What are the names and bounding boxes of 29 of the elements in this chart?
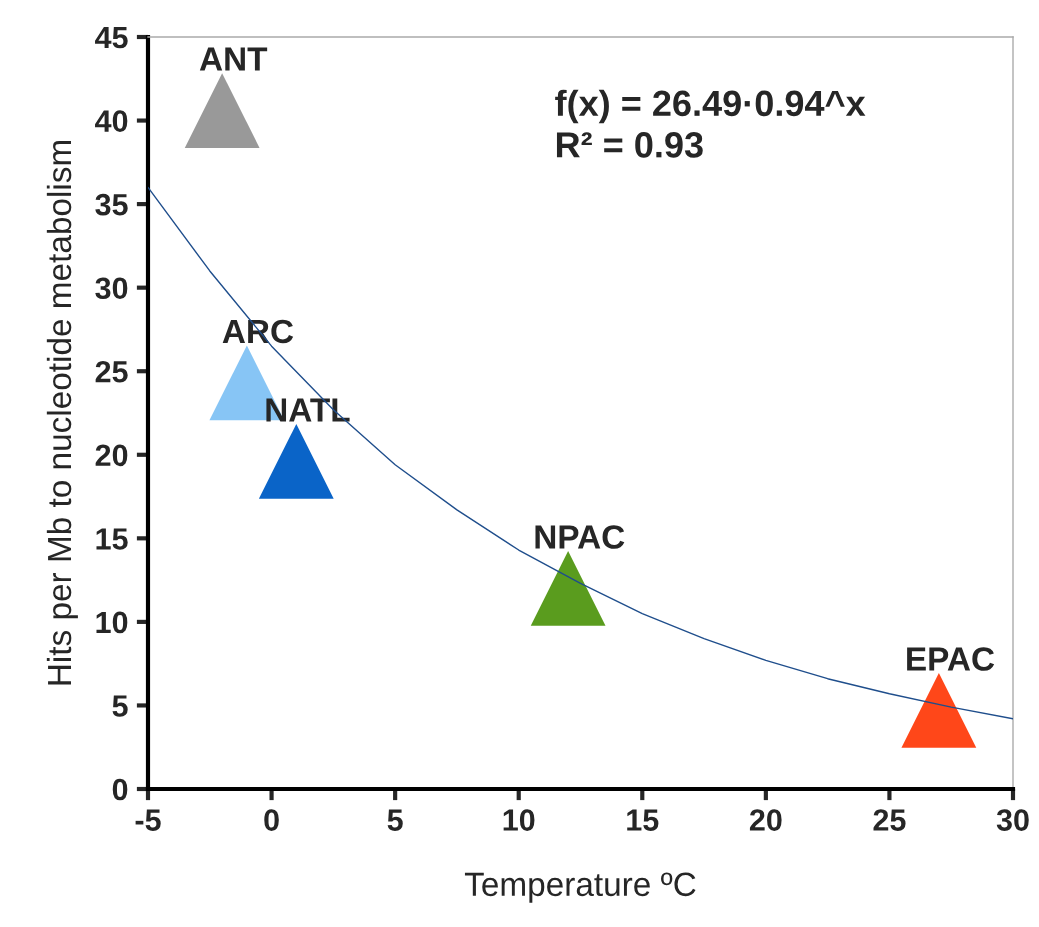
series-label: ANT (199, 47, 268, 71)
y-tick-label: 45 (95, 27, 128, 49)
y-tick-label: 30 (95, 277, 128, 300)
point (184, 73, 260, 148)
point (530, 551, 606, 626)
x-tick-label: 25 (873, 809, 906, 831)
x-tick-label: -5 (135, 809, 161, 831)
point (258, 424, 334, 499)
series-label: NPAC (535, 525, 625, 549)
line-series (148, 186, 1013, 720)
x-tick-label: 30 (996, 809, 1029, 831)
y-tick-label: 5 (112, 695, 128, 717)
x-tick-label: 5 (387, 809, 403, 831)
point (901, 673, 977, 748)
y-tick-label: 35 (95, 193, 128, 216)
annotation: f(x) = 26.49·0.94^x R² = 0.93 (555, 89, 866, 158)
y-axis-title: Hits per Mb to nucleotide metabolism (46, 140, 78, 685)
x-tick-label: 20 (749, 809, 782, 831)
series-label: EPAC (907, 647, 995, 671)
y-tick-label: 15 (96, 528, 128, 550)
y-tick-label: 25 (95, 360, 128, 383)
y-tick-label: 0 (112, 778, 128, 801)
y-tick-label: 40 (95, 110, 128, 132)
x-tick-label: 0 (264, 809, 279, 831)
x-tick-label: 10 (503, 809, 535, 831)
y-tick-label: 10 (96, 611, 128, 634)
x-tick-label: 15 (627, 809, 659, 831)
x-axis-title: Temperature ºC (464, 872, 696, 903)
y-tick-label: 20 (95, 444, 128, 467)
